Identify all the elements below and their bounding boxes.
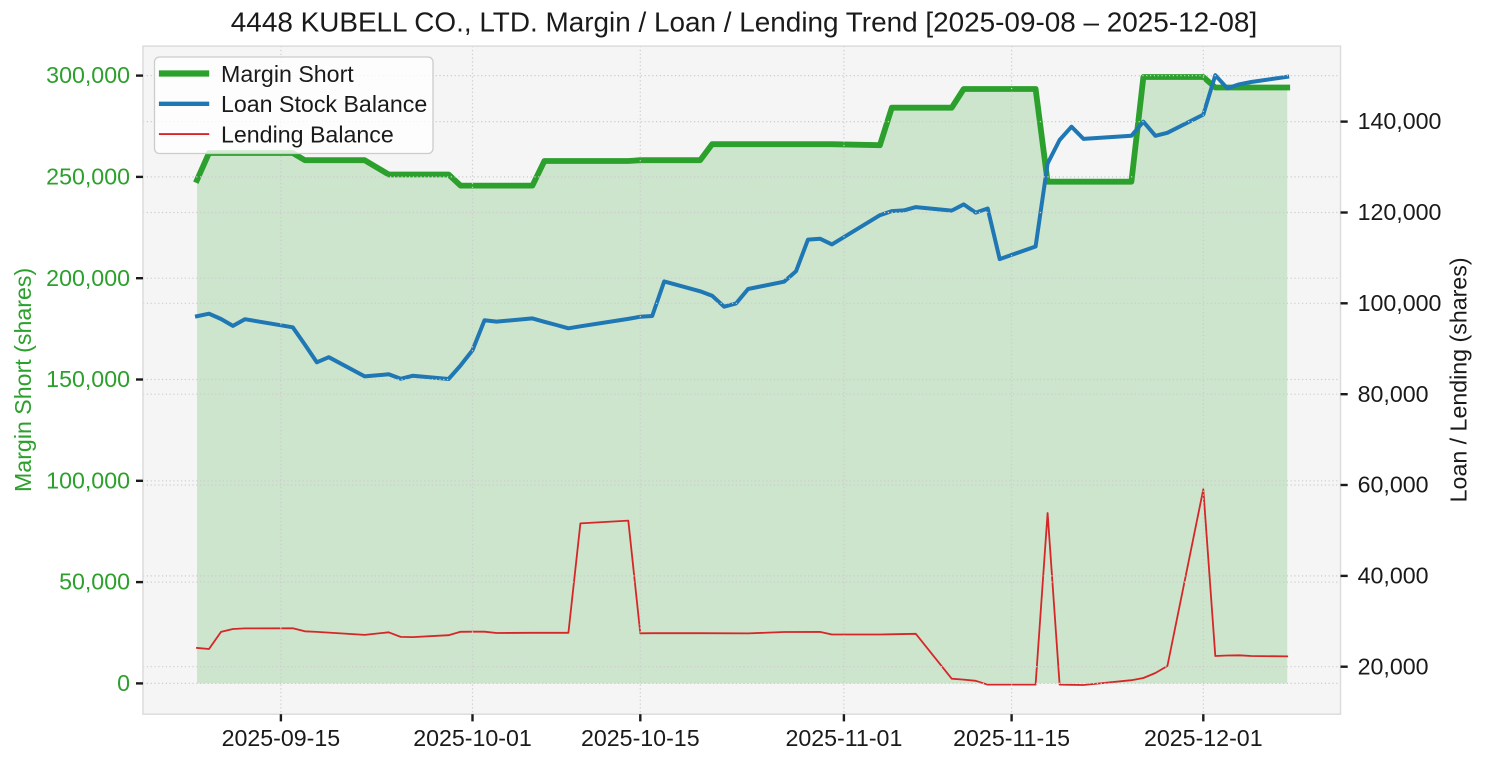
svg-text:2025-10-15: 2025-10-15 [581,725,700,751]
svg-text:250,000: 250,000 [46,164,130,190]
svg-text:Lending Balance: Lending Balance [221,121,394,147]
svg-text:60,000: 60,000 [1358,472,1429,498]
svg-text:140,000: 140,000 [1358,108,1442,134]
svg-text:2025-11-15: 2025-11-15 [953,725,1070,751]
svg-text:Loan Stock Balance: Loan Stock Balance [221,91,427,117]
svg-text:50,000: 50,000 [59,569,130,595]
svg-text:150,000: 150,000 [46,366,130,392]
svg-text:80,000: 80,000 [1358,381,1429,407]
svg-text:4448 KUBELL CO., LTD. Margin /: 4448 KUBELL CO., LTD. Margin / Loan / Le… [231,7,1257,38]
svg-text:20,000: 20,000 [1358,653,1429,679]
svg-text:Margin Short (shares): Margin Short (shares) [10,268,36,492]
svg-text:300,000: 300,000 [46,62,130,88]
svg-text:2025-11-01: 2025-11-01 [785,725,902,751]
svg-text:100,000: 100,000 [46,467,130,493]
svg-text:40,000: 40,000 [1358,563,1429,589]
svg-text:Loan / Lending (shares): Loan / Lending (shares) [1446,257,1472,502]
svg-text:100,000: 100,000 [1358,290,1442,316]
svg-text:0: 0 [117,670,130,696]
svg-text:Margin Short: Margin Short [221,61,354,87]
svg-text:120,000: 120,000 [1358,199,1442,225]
svg-text:200,000: 200,000 [46,265,130,291]
svg-text:2025-12-01: 2025-12-01 [1144,725,1263,751]
svg-text:2025-10-01: 2025-10-01 [413,725,532,751]
svg-text:2025-09-15: 2025-09-15 [222,725,341,751]
